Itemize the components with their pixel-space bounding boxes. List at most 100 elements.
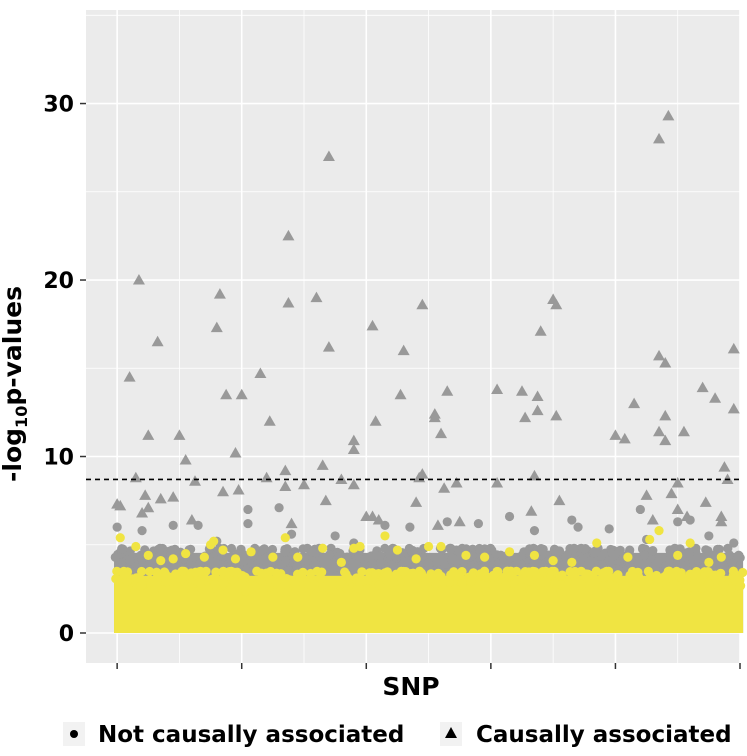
- data-point: [131, 573, 141, 583]
- highlight-points: [111, 526, 747, 633]
- data-point: [239, 556, 249, 566]
- data-point: [147, 577, 158, 587]
- data-point: [391, 569, 401, 579]
- data-point: [280, 533, 290, 543]
- data-point: [719, 561, 729, 571]
- data-point: [340, 567, 350, 577]
- causal-point: [659, 434, 672, 446]
- legend-label-causal: Causally associated: [476, 722, 732, 748]
- data-point: [640, 550, 650, 560]
- data-point: [716, 552, 726, 562]
- data-point: [673, 581, 683, 591]
- causal-point: [659, 356, 672, 368]
- data-point: [454, 547, 464, 557]
- data-point: [592, 538, 602, 548]
- data-point: [703, 567, 713, 577]
- data-point: [454, 571, 464, 581]
- y-tick-label: 10: [43, 446, 74, 471]
- data-point: [266, 566, 276, 577]
- data-point: [525, 585, 535, 595]
- causal-point: [715, 515, 728, 527]
- causal-point: [718, 461, 731, 472]
- data-point: [195, 559, 205, 569]
- data-point: [580, 544, 590, 554]
- causal-point: [491, 383, 504, 394]
- data-point: [365, 552, 375, 562]
- data-point: [282, 587, 292, 597]
- causal-point: [550, 409, 563, 421]
- data-point: [466, 561, 476, 571]
- data-point: [226, 543, 237, 554]
- data-point: [268, 552, 278, 562]
- causal-point: [139, 489, 152, 500]
- data-point: [548, 556, 558, 566]
- legend: Not causally associated Causally associa…: [63, 722, 732, 748]
- causal-point: [653, 132, 666, 144]
- data-point: [488, 570, 498, 580]
- causal-point: [366, 510, 379, 522]
- data-point: [480, 552, 490, 562]
- causal-point: [279, 480, 292, 492]
- data-point: [537, 546, 547, 557]
- y-axis-title: -log10p-values: [0, 286, 31, 482]
- data-point: [673, 517, 683, 527]
- data-point: [704, 557, 714, 568]
- data-point: [240, 572, 250, 582]
- data-point: [274, 503, 284, 513]
- causal-point: [397, 344, 410, 356]
- data-point: [264, 582, 274, 592]
- minor-grid: [86, 10, 740, 663]
- data-point: [569, 543, 579, 553]
- data-point: [363, 575, 373, 585]
- causal-point: [410, 496, 423, 507]
- data-point: [168, 554, 178, 564]
- data-point: [177, 574, 188, 584]
- causal-point: [136, 506, 149, 518]
- causal-point: [671, 503, 684, 514]
- data-point: [259, 544, 269, 554]
- causal-point: [659, 409, 672, 421]
- causal-point: [677, 425, 690, 437]
- data-point: [445, 544, 455, 554]
- data-point: [729, 538, 739, 548]
- data-point: [243, 518, 253, 529]
- data-point: [503, 586, 513, 597]
- data-point: [241, 586, 251, 596]
- causal-point: [132, 274, 145, 285]
- data-point: [496, 550, 506, 560]
- data-point: [738, 567, 747, 578]
- data-point: [218, 567, 228, 577]
- causal-point: [662, 109, 675, 121]
- x-axis-ticks: [116, 663, 741, 669]
- data-point: [195, 578, 205, 588]
- data-point: [293, 552, 303, 562]
- data-point: [538, 577, 548, 587]
- data-point: [547, 566, 557, 576]
- data-point: [734, 550, 744, 560]
- data-point: [325, 585, 335, 595]
- data-point: [659, 572, 669, 582]
- causal-point: [534, 325, 547, 336]
- data-point: [600, 548, 610, 558]
- data-point: [177, 566, 187, 576]
- causal-point: [154, 492, 167, 504]
- causal-point: [553, 494, 566, 506]
- data-point: [137, 580, 147, 590]
- data-point: [375, 551, 385, 561]
- data-point: [604, 524, 614, 534]
- data-point: [311, 559, 321, 570]
- data-point: [510, 552, 520, 563]
- causal-point: [213, 288, 226, 299]
- data-point: [382, 571, 392, 581]
- data-point: [152, 569, 163, 579]
- data-point: [446, 570, 456, 580]
- data-point: [385, 549, 395, 559]
- data-point: [597, 560, 607, 570]
- data-point: [145, 566, 155, 577]
- data-point: [137, 566, 147, 577]
- causal-point: [531, 404, 544, 416]
- causal-point: [322, 341, 335, 352]
- causal-point: [416, 468, 429, 479]
- data-point: [158, 585, 168, 595]
- data-point: [474, 543, 484, 554]
